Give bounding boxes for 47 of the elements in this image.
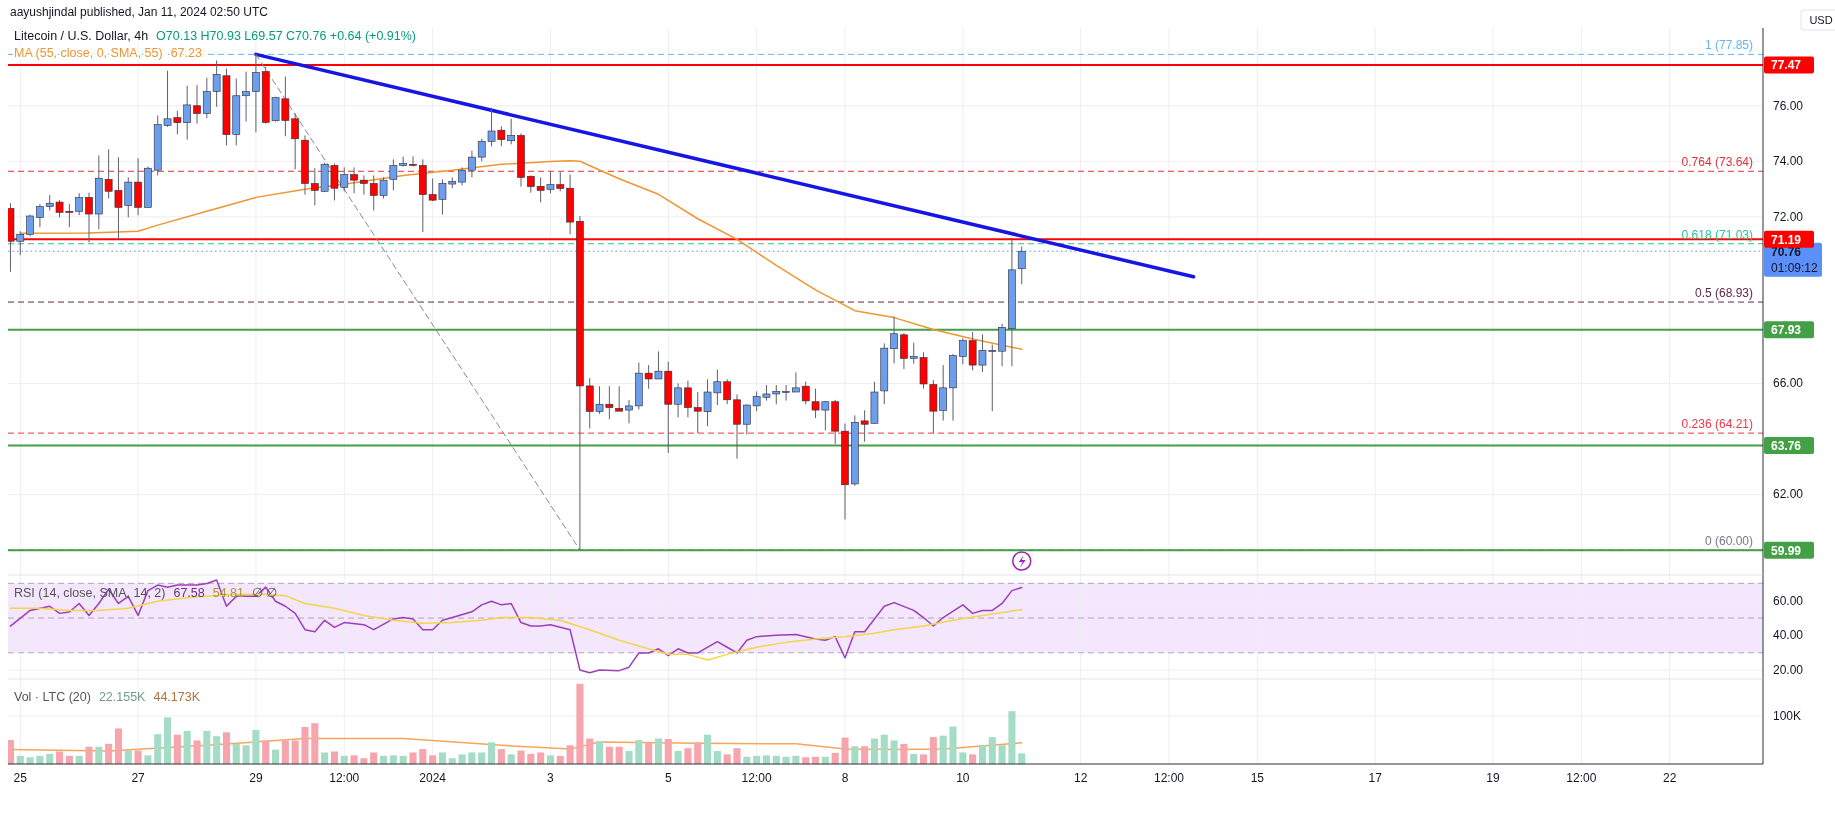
y-tick-label: 76.00 bbox=[1773, 98, 1804, 113]
ref-line-label: 71.19 bbox=[1771, 232, 1802, 247]
y-tick-label: 40.00 bbox=[1773, 628, 1804, 643]
x-tick-label: 2024 bbox=[419, 771, 447, 785]
x-tick-label: 5 bbox=[664, 771, 672, 785]
x-tick-label: 19 bbox=[1486, 771, 1500, 785]
y-tick-label: 20.00 bbox=[1773, 663, 1804, 678]
x-tick-label: 27 bbox=[131, 771, 146, 785]
ref-line-label: 70.76 bbox=[1771, 244, 1802, 259]
y-tick-label: 66.00 bbox=[1773, 376, 1804, 391]
annotation: 44.173K bbox=[153, 690, 201, 704]
y-tick-label: 74.00 bbox=[1773, 154, 1804, 169]
ref-line-label: 67.93 bbox=[1771, 323, 1802, 338]
x-tick-label: 10 bbox=[956, 771, 970, 785]
annotation: 67.58 bbox=[173, 586, 205, 600]
x-tick-label: 15 bbox=[1250, 771, 1265, 785]
ref-line-label: 0.618 (71.03) bbox=[1681, 227, 1753, 242]
annotation: 22.155K bbox=[98, 690, 147, 704]
ref-line-label: 59.99 bbox=[1771, 543, 1802, 558]
text: aayushjindal published, Jan 11, 2024 02:50 UTC bbox=[10, 5, 269, 19]
x-tick-label: 12:00 bbox=[329, 771, 360, 785]
x-tick-label: 22 bbox=[1663, 771, 1677, 785]
x-tick-label: 12 bbox=[1073, 771, 1088, 785]
x-tick-label: 3 bbox=[547, 771, 555, 785]
y-axis-title: USD bbox=[1809, 14, 1833, 26]
y-tick-label: 72.00 bbox=[1773, 209, 1804, 224]
text: 01:09:12 bbox=[1771, 260, 1819, 275]
chart-subtitle: O70.13 H70.93 L69.57 C70.76 +0.64 (+0.91%) bbox=[156, 29, 417, 43]
ref-line-label: 0.236 (64.21) bbox=[1681, 417, 1753, 432]
text: Vol · LTC (20) bbox=[14, 690, 91, 704]
x-tick-label: 8 bbox=[841, 771, 849, 785]
ref-line-label: 0.5 (68.93) bbox=[1694, 286, 1753, 301]
ref-line-label: 63.76 bbox=[1771, 439, 1802, 454]
x-tick-label: 12:00 bbox=[1566, 771, 1597, 785]
y-tick-label: 60.00 bbox=[1773, 593, 1804, 608]
ref-line-label: 0.764 (73.64) bbox=[1681, 155, 1753, 170]
y-tick-label: 100K bbox=[1773, 708, 1802, 723]
x-tick-label: 17 bbox=[1368, 771, 1383, 785]
ref-line-label: 77.47 bbox=[1771, 58, 1802, 73]
x-tick-label: 25 bbox=[13, 771, 28, 785]
chart-title: Litecoin / U.S. Dollar, 4h bbox=[14, 29, 149, 43]
y-tick-label: 62.00 bbox=[1773, 487, 1804, 502]
ref-line-label: 1 (77.85) bbox=[1704, 38, 1753, 53]
x-tick-label: 29 bbox=[249, 771, 263, 785]
x-tick-label: 12:00 bbox=[741, 771, 772, 785]
x-tick-label: 12:00 bbox=[1153, 771, 1185, 785]
ref-line-label: 0 (60.00) bbox=[1704, 534, 1753, 549]
